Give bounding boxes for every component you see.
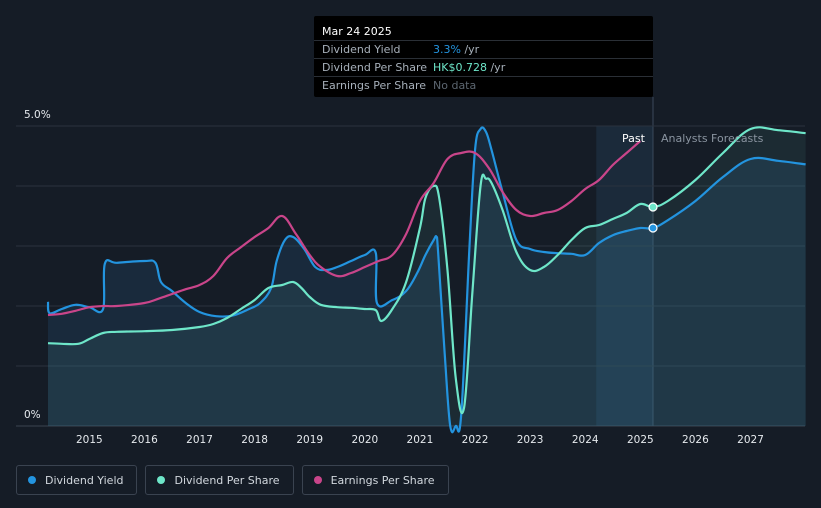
hover-marker-dividend-yield xyxy=(648,223,658,233)
line-layer xyxy=(46,126,806,434)
legend-dot-icon xyxy=(157,476,166,484)
x-tick-label: 2021 xyxy=(407,434,434,446)
tooltip-label: Dividend Yield xyxy=(322,43,401,56)
y-tick-label-top: 5.0% xyxy=(24,109,51,121)
legend: Dividend Yield Dividend Per Share Earnin… xyxy=(16,465,449,495)
legend-item-dividend-yield[interactable]: Dividend Yield xyxy=(16,465,138,495)
tooltip-row-earnings-per-share: Earnings Per Share No data xyxy=(314,76,653,95)
tooltip-value-number: HK$0.728 xyxy=(433,61,487,74)
x-tick-label: 2016 xyxy=(131,434,158,446)
area-layer xyxy=(47,127,806,433)
tooltip-value-number: 3.3% xyxy=(433,43,461,56)
legend-item-earnings-per-share[interactable]: Earnings Per Share xyxy=(301,465,449,495)
x-tick-label: 2022 xyxy=(462,434,489,446)
tooltip-date: Mar 24 2025 xyxy=(322,25,392,38)
x-tick-label: 2017 xyxy=(186,434,213,446)
marker-layer xyxy=(648,202,658,233)
legend-dot-icon xyxy=(28,476,36,484)
x-tick-label: 2015 xyxy=(76,434,103,446)
gridlines xyxy=(16,125,805,427)
legend-dot-icon xyxy=(313,476,322,484)
legend-label: Earnings Per Share xyxy=(330,473,435,487)
past-label: Past xyxy=(622,132,646,145)
legend-label: Dividend Per Share xyxy=(174,473,280,487)
tooltip: Mar 24 2025 Dividend Yield 3.3% /yr Divi… xyxy=(314,16,653,97)
legend-item-dividend-per-share[interactable]: Dividend Per Share xyxy=(145,465,294,495)
x-tick-label: 2019 xyxy=(296,434,323,446)
legend-label: Dividend Yield xyxy=(45,473,124,487)
tooltip-row-dividend-yield: Dividend Yield 3.3% /yr xyxy=(314,40,653,59)
x-tick-label: 2023 xyxy=(517,434,544,446)
series-line-earnings-per-share xyxy=(47,140,642,317)
series-line-dividend-yield xyxy=(46,126,806,434)
tooltip-value-number: No data xyxy=(433,79,477,92)
tooltip-label: Dividend Per Share xyxy=(322,61,428,74)
tooltip-label: Earnings Per Share xyxy=(322,79,427,92)
x-tick-label: 2026 xyxy=(682,434,709,446)
hover-marker-dividend-per-share xyxy=(648,202,658,212)
x-axis-ticks: 2015 2016 2017 2018 2019 2020 2021 2022 2023 2024… xyxy=(76,434,764,446)
series-area-dividend-yield xyxy=(47,127,806,433)
x-tick-label: 2018 xyxy=(241,434,268,446)
series-area-dividend-per-share xyxy=(48,127,806,427)
x-tick-label: 2025 xyxy=(627,434,654,446)
tooltip-value: No data xyxy=(433,79,476,92)
tooltip-value-unit: /yr xyxy=(486,61,506,74)
x-tick-label: 2024 xyxy=(572,434,599,446)
forecast-band xyxy=(596,126,653,426)
tooltip-value-unit: /yr xyxy=(460,43,480,56)
tooltip-row-dividend-per-share: Dividend Per Share HK$0.728 /yr xyxy=(314,58,653,77)
tooltip-value: HK$0.728 /yr xyxy=(433,61,505,74)
forecast-label: Analysts Forecasts xyxy=(661,132,764,145)
x-tick-label: 2027 xyxy=(737,434,764,446)
x-tick-label: 2020 xyxy=(351,434,378,446)
tooltip-value: 3.3% /yr xyxy=(433,43,479,56)
y-tick-label-bottom: 0% xyxy=(24,409,41,421)
